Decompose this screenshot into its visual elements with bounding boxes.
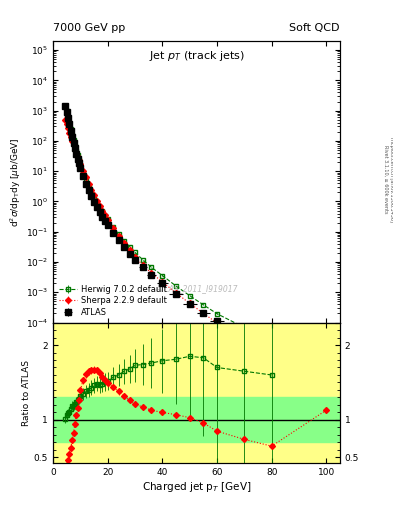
Text: mcplots.cern.ch [arXiv:1306.3436]: mcplots.cern.ch [arXiv:1306.3436] [389, 137, 393, 222]
X-axis label: Charged jet p$_T$ [GeV]: Charged jet p$_T$ [GeV] [142, 480, 251, 494]
Text: Soft QCD: Soft QCD [290, 23, 340, 33]
Y-axis label: d$^2\sigma$/dp$_{\rm T}$dy [$\mu$b/GeV]: d$^2\sigma$/dp$_{\rm T}$dy [$\mu$b/GeV] [9, 137, 23, 227]
Text: 7000 GeV pp: 7000 GeV pp [53, 23, 125, 33]
Text: Jet $p_T$ (track jets): Jet $p_T$ (track jets) [149, 50, 244, 63]
Legend: Herwig 7.0.2 default, Sherpa 2.2.9 default, ATLAS: Herwig 7.0.2 default, Sherpa 2.2.9 defau… [57, 283, 168, 318]
Text: ATLAS_2011_I919017: ATLAS_2011_I919017 [155, 284, 238, 293]
Text: Rivet 3.1.10, ≥ 600k events: Rivet 3.1.10, ≥ 600k events [384, 145, 388, 214]
Y-axis label: Ratio to ATLAS: Ratio to ATLAS [22, 360, 31, 426]
